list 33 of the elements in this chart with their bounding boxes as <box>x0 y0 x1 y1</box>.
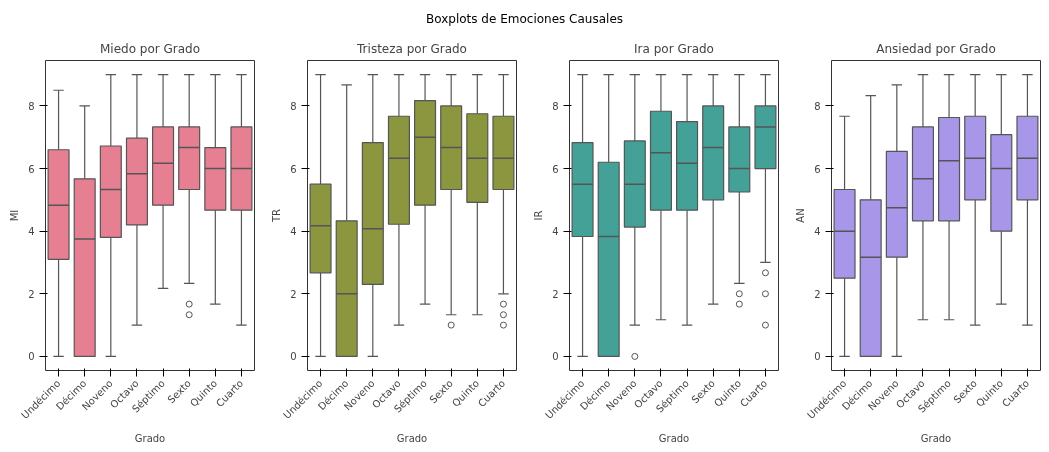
text: Boxplots de Emociones Causales <box>425 11 624 26</box>
y-axis-title: AN <box>795 208 807 223</box>
y-tick-label: 8 <box>28 100 35 112</box>
y-tick-label: 4 <box>290 226 297 238</box>
y-tick-label: 4 <box>28 226 35 238</box>
y-tick-label: 4 <box>552 226 559 238</box>
y-tick-label: 6 <box>552 163 559 175</box>
chart-title: Ansiedad por Grado <box>876 41 996 56</box>
y-tick-label: 0 <box>28 351 35 363</box>
chart-title: Tristeza por Grado <box>356 41 467 56</box>
y-axis-title: IR <box>533 210 545 221</box>
y-tick-label: 6 <box>28 163 35 175</box>
y-tick-label: 2 <box>814 288 821 300</box>
x-axis-title: Grado <box>134 432 166 444</box>
y-tick-label: 0 <box>552 351 559 363</box>
y-tick-label: 2 <box>552 288 559 300</box>
chart-title: Ira por Grado <box>634 41 714 56</box>
y-tick-label: 8 <box>290 100 297 112</box>
x-axis-title: Grado <box>658 432 690 444</box>
y-tick-label: 8 <box>552 100 559 112</box>
y-tick-label: 6 <box>814 163 821 175</box>
y-tick-label: 0 <box>814 351 821 363</box>
y-axis-title: MI <box>9 209 21 222</box>
y-tick-label: 6 <box>290 163 297 175</box>
y-tick-label: 8 <box>814 100 821 112</box>
y-tick-label: 2 <box>28 288 35 300</box>
y-tick-label: 4 <box>814 226 821 238</box>
x-axis-title: Grado <box>920 432 952 444</box>
x-axis-title: Grado <box>396 432 428 444</box>
chart-title: Miedo por Grado <box>99 41 201 56</box>
y-axis-title: TR <box>271 208 283 224</box>
y-tick-label: 2 <box>290 288 297 300</box>
y-tick-label: 0 <box>290 351 297 363</box>
